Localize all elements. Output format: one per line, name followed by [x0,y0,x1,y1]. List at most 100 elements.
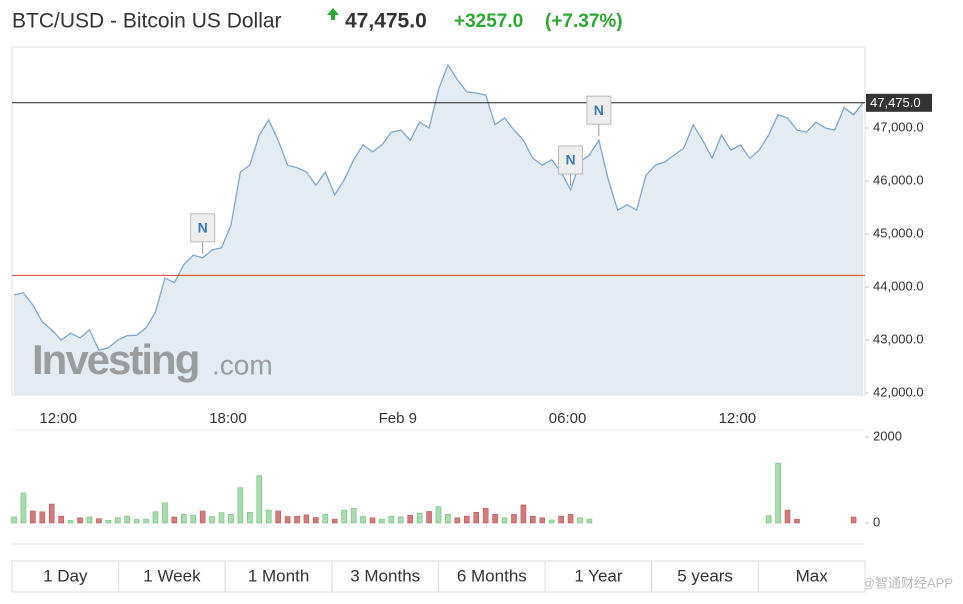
y-tick-label: 47,000.0 [873,119,924,134]
change-pct: (+7.37%) [545,11,623,32]
volume-bar [369,517,376,524]
volume-bar [181,514,187,524]
volume-bar [11,516,17,524]
chart-title: BTC/USD - Bitcoin US Dollar [12,10,282,33]
volume-bar [586,518,593,524]
volume-bar [416,512,423,524]
range-button-label[interactable]: 1 Week [143,566,201,585]
volume-bar [313,517,319,524]
volume-bar [171,516,178,524]
volume-bar [530,515,536,524]
volume-bar [501,517,508,524]
range-button[interactable] [757,560,866,593]
volume-bar [407,514,414,524]
volume-bar [58,515,64,524]
volume-bar [577,517,583,524]
volume-bar [48,503,55,524]
volume-bar [152,511,159,524]
x-tick-label: 12:00 [719,410,757,427]
volume-bar [190,514,197,524]
y-tick-label: 44,000.0 [873,278,924,293]
range-button-label[interactable]: 1 Year [574,566,623,585]
range-button[interactable] [438,560,546,593]
volume-bar [77,517,83,524]
volume-bar [284,516,291,524]
watermark-suffix: .com [212,349,273,380]
x-tick-label: Feb 9 [379,410,417,427]
volume-bar [228,514,234,524]
volume-bar [567,514,574,524]
volume-bar [482,508,489,524]
range-button-label[interactable]: 5 years [677,566,733,585]
volume-bar [511,514,517,524]
volume-bar [162,502,168,524]
x-tick-label: 18:00 [209,410,247,427]
range-button-label[interactable]: 1 Month [248,566,309,585]
range-button[interactable] [651,560,759,593]
annotation-text: N [198,220,208,236]
last-price-label: 47,475.0 [870,95,921,110]
volume-tick-label: 0 [873,514,880,529]
volume-bar [492,514,498,524]
volume-bar [265,509,272,524]
volume-bar [133,519,140,524]
range-button[interactable] [544,560,653,593]
y-tick-label: 42,000.0 [873,384,924,399]
volume-bar [775,462,781,524]
annotation-text: N [594,102,604,118]
volume-bar [426,511,432,524]
volume-bar [539,517,546,524]
range-button-label[interactable]: 6 Months [457,566,527,585]
range-button-label[interactable]: 3 Months [350,566,420,585]
volume-bar [209,516,215,524]
volume-bar [331,518,338,524]
volume-bar [379,518,385,524]
volume-bar [397,516,404,524]
area [14,64,863,396]
volume-bar [435,506,442,524]
volume-bar [218,512,225,524]
range-button[interactable] [331,560,439,593]
range-button[interactable] [118,560,226,593]
volume-bar [256,475,263,524]
volume-bar [124,515,130,524]
volume-bar [463,515,470,524]
annotation-flag [558,145,584,175]
volume-bar [784,509,791,524]
volume-bar [237,487,244,524]
volume-bar [520,504,527,524]
volume-bar [445,514,451,524]
range-button[interactable] [11,560,120,593]
volume-bar [360,516,366,524]
last-price-box [866,93,932,112]
volume-bar [86,516,93,524]
volume-bar [388,515,395,524]
volume-bar [794,518,800,524]
volume-bar [558,515,564,524]
volume-bar [247,511,253,524]
volume-bar [199,510,206,524]
last-price: 47,475.0 [345,10,427,33]
volume-bar [850,516,857,524]
up-arrow [327,8,339,20]
corner-mark: @智通财经APP [862,575,953,590]
volume-bar [275,510,281,524]
annotation-flag [586,95,612,125]
volume-bar [30,510,36,524]
volume-bar [548,519,555,524]
watermark: Investing [32,336,198,383]
volume-bar [473,511,480,524]
volume-bar [322,514,329,524]
range-button-label[interactable]: Max [796,566,829,585]
volume-bar [350,508,357,524]
range-button[interactable] [224,560,333,593]
volume-bar [765,515,772,524]
volume-bar [303,514,310,524]
range-button-label[interactable]: 1 Day [43,566,88,585]
y-tick-label: 46,000.0 [873,172,924,187]
volume-bar [294,515,300,524]
volume-bar [114,517,121,524]
volume-bar [341,509,347,524]
